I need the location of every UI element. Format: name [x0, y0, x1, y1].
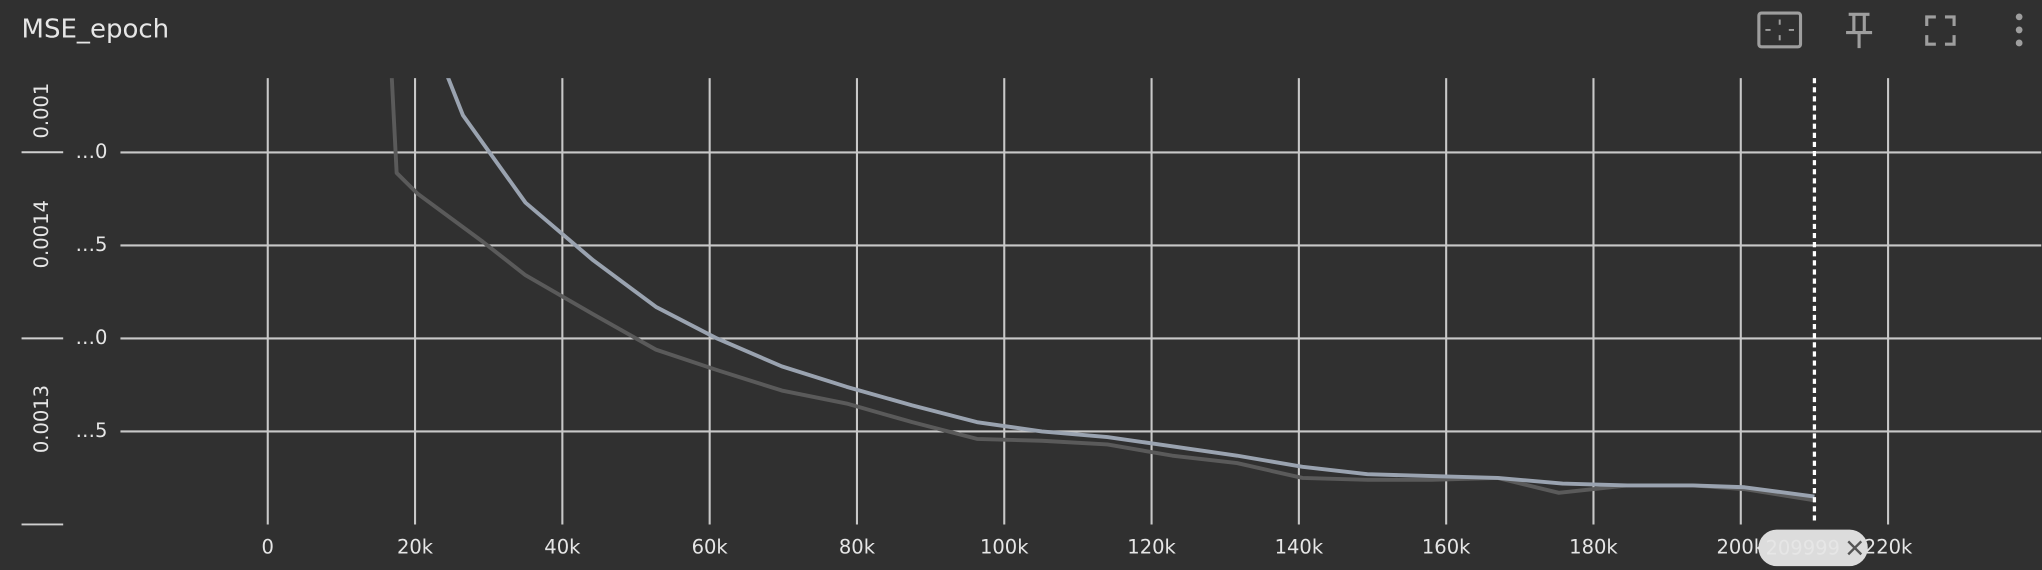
x-tick-label: 40k	[544, 535, 581, 558]
x-tick-label: 160k	[1422, 535, 1471, 558]
y-group-label: 0.0013	[30, 385, 53, 453]
x-tick-label: 20k	[397, 535, 434, 558]
series-line	[446, 78, 1815, 499]
cursor-chip	[1758, 529, 1868, 567]
x-tick-label: 60k	[692, 535, 729, 558]
x-tick-label: 200k	[1716, 535, 1765, 558]
pin-button[interactable]	[1846, 12, 1873, 49]
series-group	[446, 78, 1815, 499]
fullscreen-button[interactable]	[1925, 15, 1956, 46]
y-tick-label: …5	[76, 419, 108, 442]
y-group-separators	[21, 151, 64, 526]
y-group-label: 0.001	[30, 83, 53, 139]
cursor-close-button[interactable]	[1847, 540, 1863, 556]
x-tick-label: 120k	[1127, 535, 1176, 558]
x-tick-label: 180k	[1569, 535, 1618, 558]
x-tick-label: 80k	[839, 535, 876, 558]
x-tick-label: 0	[262, 535, 274, 558]
toolbar	[1757, 11, 2023, 49]
more-button[interactable]	[2015, 13, 2023, 47]
y-tick-label: …0	[76, 326, 108, 349]
x-tick-label: 100k	[980, 535, 1029, 558]
y-tick-label: …0	[76, 140, 108, 163]
fit-domain-button[interactable]	[1757, 11, 1803, 49]
x-tick-label: 140k	[1275, 535, 1324, 558]
x-tick-label: 220k	[1864, 535, 1913, 558]
series-group	[389, 78, 1815, 503]
y-group-label: 0.0014	[30, 200, 53, 268]
cursor-step-label: 209999	[1765, 537, 1839, 560]
chart-title: MSE_epoch	[22, 14, 170, 44]
y-tick-label: …5	[76, 233, 108, 256]
series-line	[389, 78, 1815, 503]
